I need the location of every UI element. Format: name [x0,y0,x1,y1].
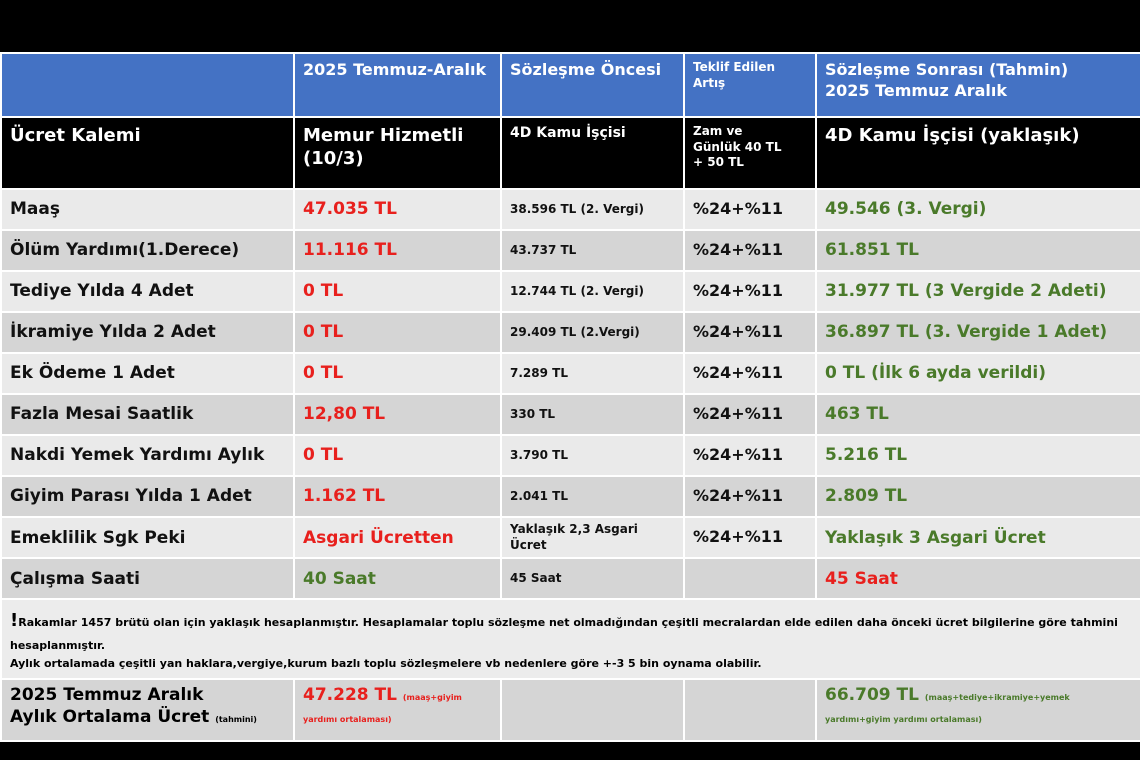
offer-cell: %24+%11 [683,188,817,231]
item-cell: Fazla Mesai Saatlik [0,393,295,436]
data-row: İkramiye Yılda 2 Adet 0 TL 29.409 TL (2.Ve… [0,311,1140,354]
before-cell: 2.041 TL [500,475,685,518]
memur-cell: 1.162 TL [293,475,502,518]
footer-memur-cell: 47.228 TL (maaş+giyim yardımı ortalaması… [293,678,502,743]
header-cell: Sözleşme Öncesi [500,52,685,118]
item-cell: Nakdi Yemek Yardımı Aylık [0,434,295,477]
item-cell: Tediye Yılda 4 Adet [0,270,295,313]
data-row: Fazla Mesai Saatlik 12,80 TL 330 TL %24+%11… [0,393,1140,436]
memur-cell: 0 TL [293,352,502,395]
after-cell: 463 TL [815,393,1140,436]
before-cell: 29.409 TL (2.Vergi) [500,311,685,354]
memur-cell: Asgari Ücretten [293,515,502,560]
data-row: Tediye Yılda 4 Adet 0 TL 12.744 TL (2. Ver… [0,270,1140,313]
header-cell: 2025 Temmuz-Aralık [293,52,502,118]
data-row: Ölüm Yardımı(1.Derece) 11.116 TL 43.737 TL… [0,229,1140,272]
empty-cell [683,678,817,743]
subheader-cell: Zam ve Günlük 40 TL + 50 TL [683,116,817,190]
memur-cell: 47.035 TL [293,188,502,231]
item-cell: Ölüm Yardımı(1.Derece) [0,229,295,272]
subheader-cell: 4D Kamu İşçisi [500,116,685,190]
before-cell: 3.790 TL [500,434,685,477]
offer-cell: %24+%11 [683,475,817,518]
memur-cell: 11.116 TL [293,229,502,272]
after-cell: 61.851 TL [815,229,1140,272]
subheader-row: Ücret Kalemi Memur Hizmetli (10/3) 4D Ka… [0,116,1140,190]
memur-cell: 40 Saat [293,557,502,601]
after-cell: 45 Saat [815,557,1140,601]
data-row: Maaş 47.035 TL 38.596 TL (2. Vergi) %24+%11… [0,188,1140,231]
wage-table: 2025 Temmuz-Aralık Sözleşme Öncesi Tekli… [0,52,1140,743]
subheader-cell: 4D Kamu İşçisi (yaklaşık) [815,116,1140,190]
after-cell: 49.546 (3. Vergi) [815,188,1140,231]
before-cell: 330 TL [500,393,685,436]
memur-cell: 12,80 TL [293,393,502,436]
offer-cell [683,557,817,601]
footer-label-note: (tahmini) [215,715,257,725]
footer-label: 2025 Temmuz Aralık Aylık Ortalama Ücret [10,685,210,728]
note-row: !Rakamlar 1457 brütü olan için yaklaşık … [0,598,1140,681]
item-cell: Ek Ödeme 1 Adet [0,352,295,395]
subheader-cell: Ücret Kalemi [0,116,295,190]
footer-row: 2025 Temmuz Aralık Aylık Ortalama Ücret … [0,678,1140,743]
offer-cell: %24+%11 [683,434,817,477]
before-cell: 38.596 TL (2. Vergi) [500,188,685,231]
item-cell: Giyim Parası Yılda 1 Adet [0,475,295,518]
data-row: Nakdi Yemek Yardımı Aylık 0 TL 3.790 TL %24… [0,434,1140,477]
footer-after-note: (maaş+tediye+ikramiye+yemek yardımı+giyi… [825,693,1070,725]
offer-cell: %24+%11 [683,311,817,354]
footer-memur-note: (maaş+giyim yardımı ortalaması) [303,693,462,725]
after-cell: 5.216 TL [815,434,1140,477]
header-cell: Teklif Edilen Artış [683,52,817,118]
after-cell: 36.897 TL (3. Vergide 1 Adet) [815,311,1140,354]
data-row: Giyim Parası Yılda 1 Adet 1.162 TL 2.041 T… [0,475,1140,518]
footer-after: 66.709 TL [825,685,919,706]
note-text: Rakamlar 1457 brütü olan için yaklaşık h… [10,616,1118,671]
item-cell: Çalışma Saati [0,557,295,601]
before-cell: 12.744 TL (2. Vergi) [500,270,685,313]
item-cell: Emeklilik Sgk Peki [0,515,295,560]
header-cell: Sözleşme Sonrası (Tahmin) 2025 Temmuz Ar… [815,52,1140,118]
note-cell: !Rakamlar 1457 brütü olan için yaklaşık … [0,598,1140,681]
table-wrap: 2025 Temmuz-Aralık Sözleşme Öncesi Tekli… [0,52,1140,743]
note-mark: ! [10,610,19,632]
data-row: Ek Ödeme 1 Adet 0 TL 7.289 TL %24+%11 0 TL (… [0,352,1140,395]
offer-cell: %24+%11 [683,352,817,395]
header-row: 2025 Temmuz-Aralık Sözleşme Öncesi Tekli… [0,52,1140,118]
data-row: Çalışma Saati 40 Saat 45 Saat 45 Saat [0,557,1140,601]
offer-cell: %24+%11 [683,229,817,272]
footer-after-cell: 66.709 TL (maaş+tediye+ikramiye+yemek ya… [815,678,1140,743]
offer-cell: %24+%11 [683,515,817,560]
subheader-cell: Memur Hizmetli (10/3) [293,116,502,190]
memur-cell: 0 TL [293,270,502,313]
memur-cell: 0 TL [293,434,502,477]
after-cell: 2.809 TL [815,475,1140,518]
item-cell: İkramiye Yılda 2 Adet [0,311,295,354]
empty-cell [500,678,685,743]
offer-cell: %24+%11 [683,270,817,313]
before-cell: 43.737 TL [500,229,685,272]
footer-memur: 47.228 TL [303,685,397,706]
before-cell: 7.289 TL [500,352,685,395]
data-row: Emeklilik Sgk Peki Asgari Ücretten Yaklaşı… [0,515,1140,560]
after-cell: Yaklaşık 3 Asgari Ücret [815,515,1140,560]
before-cell: 45 Saat [500,557,685,601]
offer-cell: %24+%11 [683,393,817,436]
after-cell: 0 TL (İlk 6 ayda verildi) [815,352,1140,395]
after-cell: 31.977 TL (3 Vergide 2 Adeti) [815,270,1140,313]
header-cell [0,52,295,118]
item-cell: Maaş [0,188,295,231]
memur-cell: 0 TL [293,311,502,354]
before-cell: Yaklaşık 2,3 Asgari Ücret [500,515,685,560]
footer-label-cell: 2025 Temmuz Aralık Aylık Ortalama Ücret … [0,678,295,743]
